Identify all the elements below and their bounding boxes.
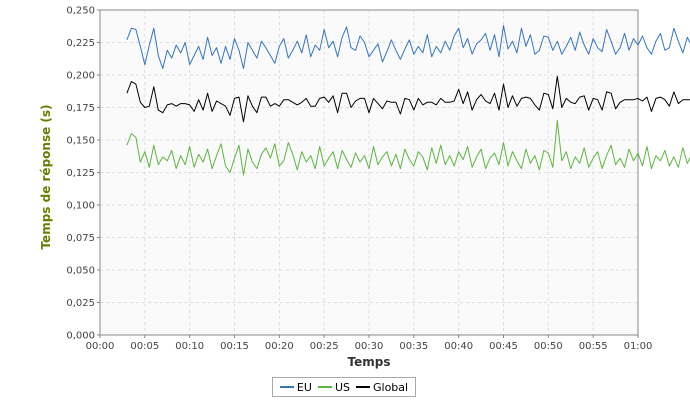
- x-tick-label: 00:35: [399, 341, 428, 352]
- x-tick-label: 00:15: [220, 341, 249, 352]
- series-lines: [126, 25, 690, 176]
- y-tick-label: 0,150: [66, 136, 95, 147]
- y-tick-label: 0,075: [66, 233, 95, 244]
- y-tick-label: 0,200: [66, 71, 95, 82]
- legend-item-eu: EU: [279, 380, 312, 394]
- y-tick-label: 0,025: [66, 298, 95, 309]
- y-tick-label: 0,000: [66, 331, 95, 342]
- x-tick-label: 00:55: [579, 341, 608, 352]
- x-tick-label: 01:00: [624, 341, 653, 352]
- legend-item-global: Global: [355, 380, 409, 394]
- y-tick-label: 0,175: [66, 103, 95, 114]
- legend-label-global: Global: [372, 380, 409, 394]
- legend-swatch-us: [317, 386, 332, 388]
- x-axis-ticks: 00:00 00:05 00:10 00:15 00:20 00:25 00:30 00:35…: [86, 335, 653, 352]
- x-tick-label: 00:45: [489, 341, 518, 352]
- x-tick-label: 00:30: [355, 341, 384, 352]
- legend: EU US Global: [272, 377, 416, 397]
- legend-swatch-eu: [279, 386, 294, 388]
- legend-swatch-global: [355, 386, 370, 388]
- y-tick-label: 0,250: [66, 6, 95, 17]
- y-tick-label: 0,100: [66, 201, 95, 212]
- x-tick-label: 00:10: [175, 341, 204, 352]
- legend-label-us: US: [334, 380, 350, 394]
- legend-item-us: US: [317, 380, 350, 394]
- legend-label-eu: EU: [296, 380, 312, 394]
- x-tick-label: 00:00: [86, 341, 115, 352]
- y-tick-label: 0,050: [66, 266, 95, 277]
- y-axis-title: Temps de réponse (s): [39, 104, 53, 249]
- x-tick-label: 00:25: [310, 341, 339, 352]
- x-axis-title: Temps: [348, 355, 391, 369]
- y-axis-ticks: 0,000 0,025 0,050 0,075 0,100 0,125 0,150 0,175…: [66, 6, 100, 342]
- x-tick-label: 00:50: [534, 341, 563, 352]
- x-tick-label: 00:05: [130, 341, 159, 352]
- x-tick-label: 00:20: [265, 341, 294, 352]
- y-tick-label: 0,225: [66, 38, 95, 49]
- series-line-eu: [126, 25, 690, 69]
- series-line-global: [126, 75, 690, 123]
- series-line-us: [126, 120, 690, 176]
- y-tick-label: 0,125: [66, 168, 95, 179]
- x-tick-label: 00:40: [444, 341, 473, 352]
